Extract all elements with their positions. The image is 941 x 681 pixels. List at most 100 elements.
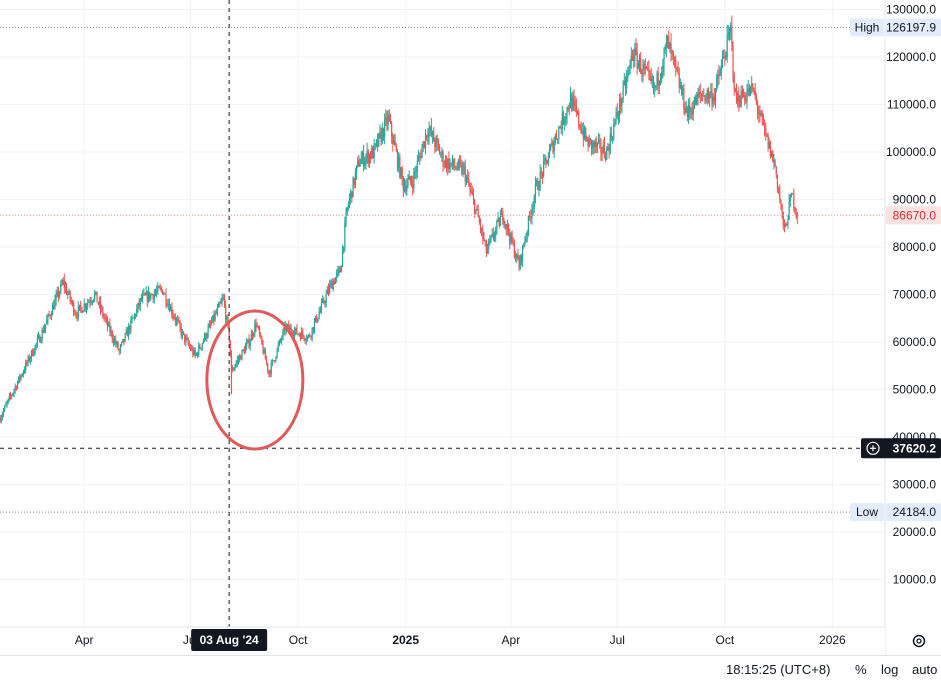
candle-body-up [341,249,344,266]
status-time: 18:15:25 (UTC+8) [726,662,831,677]
candle-body-up [322,299,324,303]
candle-body-up [740,90,742,107]
candle-body-up [690,110,692,112]
candle-body-down [84,304,86,309]
candle-body-down [458,160,461,163]
candle-body-up [101,308,103,310]
candle-body-up [703,95,705,97]
candle-body-up [371,147,373,159]
candle-body-down [9,395,12,397]
candle-body-down [571,94,573,110]
candle-body-up [33,353,35,356]
candle-body-down [302,331,304,336]
candle-body-up [215,313,217,315]
candle-body-up [43,328,46,333]
candle-body-down [793,193,795,209]
candle-body-up [444,159,447,166]
candle-body-down [261,336,263,345]
candle-body-up [318,312,320,319]
candle-body-up [413,172,415,189]
candle-body-up [664,46,666,49]
candle-body-down [484,240,486,242]
candle-body-up [626,78,628,88]
candle-body-down [599,140,601,142]
candle-body-up [82,310,84,313]
candle-body-down [476,209,478,211]
candle-body-down [299,334,302,339]
candle-body-down [111,330,113,339]
candle-body-down [63,279,65,288]
candle-body-down [675,59,677,67]
time-tick-label: 2026 [819,633,846,647]
price-chart-svg[interactable]: 10000.020000.030000.040000.050000.060000… [0,0,941,655]
candle-body-up [658,80,660,86]
candle-body-up [313,321,316,331]
price-tick-label: 100000.0 [886,145,936,159]
candle-body-up [88,301,90,303]
candle-body-up [384,119,386,138]
candle-body-down [704,95,706,102]
candle-body-up [768,141,770,148]
candle-body-down [172,314,174,317]
candle-body-down [753,90,755,92]
candle-body-down [752,83,754,91]
candle-body-up [338,268,340,270]
candle-body-up [665,42,667,47]
candle-body-up [431,131,434,136]
candle-body-down [782,212,784,226]
axes[interactable]: 10000.020000.030000.040000.050000.060000… [0,0,941,655]
candle-body-up [663,48,665,66]
candle-body-up [747,88,749,93]
candle-body-up [451,158,454,164]
candle-body-down [49,315,51,317]
candle-body-up [491,233,493,236]
candle-body-up [142,294,144,300]
candle-body-up [125,330,127,334]
candle-body-up [441,151,443,155]
candle-body-down [732,43,734,74]
time-tick-label: Apr [502,633,521,647]
candle-body-up [596,142,599,148]
candle-body-up [581,130,583,133]
settings-gear-icon[interactable] [912,634,926,648]
candle-body-up [682,88,684,95]
candle-body-up [539,171,541,189]
candle-body-up [145,291,147,296]
candle-body-down [633,57,635,61]
candle-body-down [601,152,603,154]
candle-body-down [478,217,480,223]
candle-body-up [721,58,724,66]
candle-body-up [642,64,644,74]
candle-body-up [2,410,5,415]
candle-body-down [668,35,670,49]
percent-scale-toggle[interactable]: % [855,662,867,677]
candle-body-down [209,323,212,325]
candle-body-up [489,239,491,242]
candle-body-down [260,334,262,337]
candle-body-up [13,390,15,394]
candle-body-down [450,162,452,164]
candle-body-up [481,228,483,230]
candle-body-down [731,25,733,44]
candle-body-up [422,141,424,148]
candle-body-down [135,314,137,316]
candle-body-down [780,200,782,207]
candle-body-up [790,193,793,195]
candle-body-up [200,347,202,349]
high-price-label-text: 126197.9 [886,21,936,35]
candle-body-up [95,291,97,293]
candle-body-up [305,339,307,341]
candle-body-up [334,277,337,284]
candle-body-down [76,316,78,318]
candle-body-down [118,349,120,351]
candle-body-down [106,318,109,327]
candle-body-up [206,335,208,339]
candle-body-up [60,283,62,293]
price-axis-panel [885,0,941,655]
candle-body-down [686,107,689,118]
auto-scale-toggle[interactable]: auto [912,662,938,677]
candle-body-down [741,90,743,98]
candle-body-up [521,245,524,262]
log-scale-toggle[interactable]: log [881,662,899,677]
